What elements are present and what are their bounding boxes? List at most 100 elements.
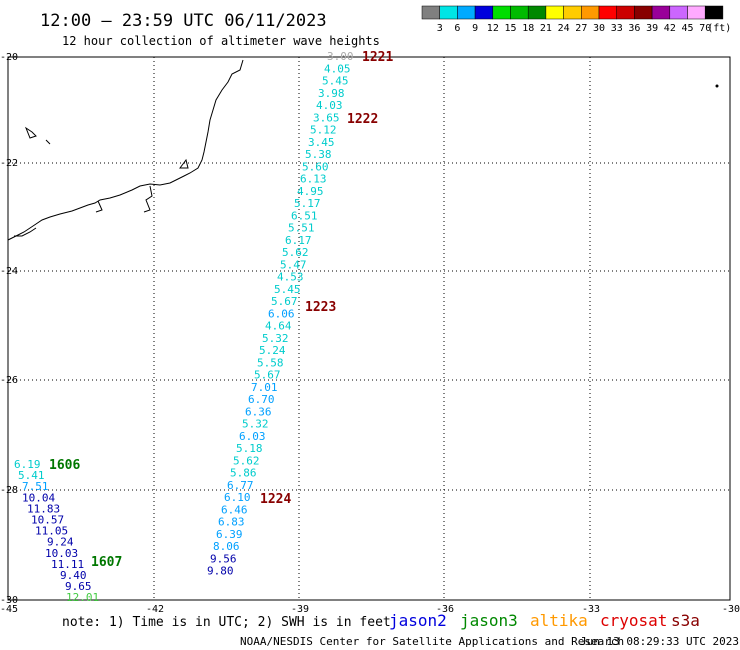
lat-label: -24 [0, 266, 18, 277]
wave-height-value: 5.18 [236, 442, 263, 455]
legend-swatch [598, 5, 617, 20]
legend-label: 18 [522, 23, 534, 34]
wave-height-value: 5.38 [305, 148, 332, 161]
legend-swatch [704, 5, 724, 20]
wave-height-value: 5.41 [18, 469, 45, 482]
wave-height-value: 4.95 [297, 185, 324, 198]
wave-height-value: 5.62 [282, 246, 309, 259]
lon-label: -30 [722, 604, 740, 615]
wave-height-value: 5.45 [274, 283, 301, 296]
legend-swatch [545, 5, 564, 20]
wave-height-value: 6.39 [216, 528, 243, 541]
satellite-name: jason2 [389, 611, 447, 630]
satellite-legend: jason2 jason3 altika cryosat s3a [389, 611, 700, 630]
time-label: 1607 [91, 555, 122, 570]
legend-label: 39 [646, 23, 658, 34]
wave-height-value: 6.17 [285, 234, 312, 247]
satellite-name: jason3 [460, 611, 518, 630]
wave-height-value: 5.60 [302, 160, 329, 173]
wave-height-value: 9.65 [65, 580, 92, 593]
legend-unit: (ft) [707, 23, 731, 34]
wave-height-value: 6.06 [268, 307, 295, 320]
lon-label: -33 [582, 604, 600, 615]
legend-swatch [421, 5, 440, 20]
lon-label: -36 [436, 604, 454, 615]
wave-height-value: 5.67 [271, 295, 298, 308]
legend-label: 12 [487, 23, 499, 34]
wave-height-value: 3.98 [318, 87, 345, 100]
legend-swatch [687, 5, 706, 20]
lat-lon-grid [8, 57, 730, 600]
legend-label: 27 [575, 23, 587, 34]
lon-label: -45 [0, 604, 18, 615]
wave-height-value: 12.01 [66, 591, 99, 604]
wave-height-value: 4.03 [316, 99, 343, 112]
legend-label: 24 [558, 23, 570, 34]
lon-label: -39 [291, 604, 309, 615]
legend-label: 6 [454, 23, 460, 34]
wave-height-value: 5.67 [254, 369, 281, 382]
wave-height-value: 4.64 [265, 320, 292, 333]
legend-swatch [439, 5, 458, 20]
legend-swatch [616, 5, 635, 20]
satellite-name: s3a [671, 611, 700, 630]
lat-label: -22 [0, 158, 18, 169]
wave-height-value: 6.77 [227, 479, 254, 492]
legend-label: 3 [437, 23, 443, 34]
legend-label: 21 [540, 23, 552, 34]
altimeter-track-2: 6.195.417.5110.0411.8310.5711.059.2410.0… [14, 458, 99, 604]
legend-swatch [669, 5, 688, 20]
timestamp: Jun 13 08:29:33 UTC 2023 [580, 635, 739, 648]
lat-label: -30 [0, 595, 18, 606]
wave-height-value: 9.80 [207, 565, 234, 578]
wave-height-value: 5.62 [233, 454, 260, 467]
legend-swatch [474, 5, 494, 20]
legend-label: 30 [593, 23, 605, 34]
legend-label: 45 [682, 23, 694, 34]
wave-height-value: 7.51 [22, 480, 49, 493]
latitude-labels: -20 -22 -24 -26 -28 -30 [0, 52, 18, 606]
wave-height-value: 5.51 [288, 222, 315, 235]
lat-label: -20 [0, 52, 18, 63]
wave-height-value: 5.86 [230, 467, 257, 480]
legend-label: 9 [472, 23, 478, 34]
legend-label: 33 [611, 23, 623, 34]
wave-height-value: 6.19 [14, 458, 41, 471]
island-dot [715, 84, 719, 88]
lat-label: -26 [0, 375, 18, 386]
lat-label: -28 [0, 485, 18, 496]
lon-label: -42 [146, 604, 164, 615]
wave-height-value: 6.10 [224, 491, 251, 504]
wave-height-value: 9.40 [60, 569, 87, 582]
wave-height-value: 4.53 [277, 271, 304, 284]
wave-height-value: 6.51 [291, 209, 318, 222]
time-label: 1224 [260, 492, 291, 507]
legend-swatch [527, 5, 547, 20]
wave-height-value: 10.03 [45, 547, 78, 560]
legend-swatch [510, 5, 529, 20]
satellite-name: altika [530, 611, 588, 630]
wave-height-value: 10.04 [22, 491, 55, 504]
legend-swatch [581, 5, 600, 20]
legend-label: 70 [699, 23, 711, 34]
wave-height-value: 9.56 [210, 552, 237, 565]
longitude-labels: -45 -42 -39 -36 -33 -30 [0, 604, 740, 615]
coastline [7, 59, 244, 241]
altimeter-track-1: 3.004.055.453.984.033.655.123.455.385.60… [207, 50, 354, 578]
footer-note: note: 1) Time is in UTC; 2) SWH is in fe… [62, 615, 391, 630]
time-label: 1606 [49, 458, 80, 473]
wave-height-value: 5.17 [294, 197, 321, 210]
map-subtitle: 12 hour collection of altimeter wave hei… [62, 34, 380, 48]
legend-label: 15 [505, 23, 517, 34]
wave-height-value: 3.00 [327, 50, 354, 63]
wave-height-value: 7.01 [251, 381, 278, 394]
credit-text: NOAA/NESDIS Center for Satellite Applica… [240, 635, 624, 648]
time-label: 1223 [305, 300, 336, 315]
time-label: 1222 [347, 112, 378, 127]
wave-height-value: 6.70 [248, 393, 275, 406]
wave-height-value: 5.32 [242, 418, 269, 431]
wave-height-value: 6.13 [300, 173, 327, 186]
legend-swatch [457, 5, 476, 20]
wave-height-value: 4.05 [324, 62, 351, 75]
